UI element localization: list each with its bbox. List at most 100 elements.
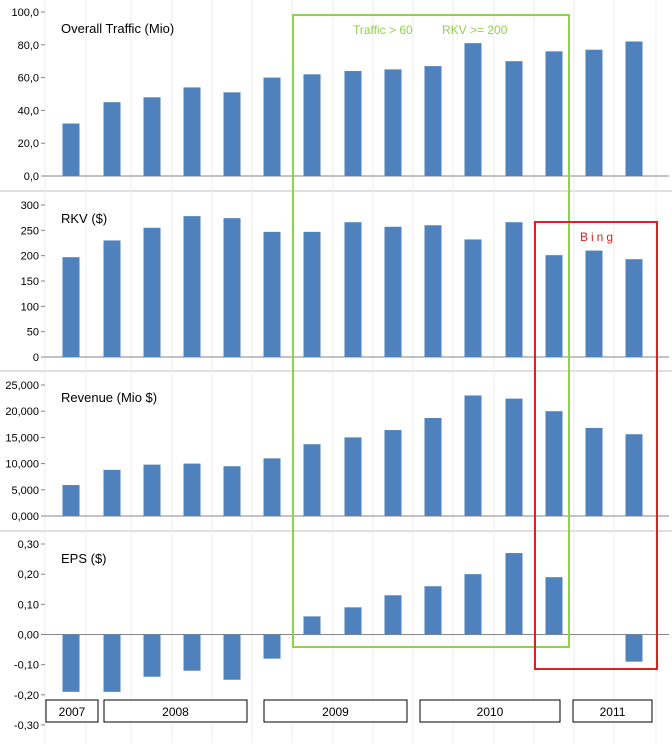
bar (303, 74, 321, 176)
bar (344, 222, 362, 357)
panel-title: Revenue (Mio $) (61, 390, 157, 405)
bar (505, 398, 523, 516)
bar (143, 634, 161, 677)
y-tick-label: 100 (21, 301, 39, 313)
bar (143, 227, 161, 357)
bar (303, 231, 321, 357)
bar (143, 464, 161, 516)
bar (384, 430, 402, 516)
bar (223, 92, 241, 176)
bar (545, 51, 563, 176)
traffic-rule-label: Traffic > 60 (353, 23, 413, 37)
y-tick-label: 0,20 (18, 569, 39, 581)
year-box (419, 699, 561, 723)
bar (62, 257, 80, 357)
bar (384, 595, 402, 635)
bar (183, 634, 201, 671)
y-tick-label: 40,0 (18, 105, 39, 117)
bar (183, 216, 201, 357)
bar (625, 41, 643, 176)
y-tick-label: 0,10 (18, 599, 39, 611)
y-tick-label: 0,000 (11, 511, 39, 523)
year-box (103, 699, 248, 723)
chart-panel-3: -0,30 -0,20 -0,10 0,00 0,10 0,20 0,30 EPS ($) (14, 539, 669, 732)
year-label: 2009 (322, 705, 349, 719)
bar (464, 43, 482, 176)
bar (585, 427, 603, 516)
year-label: 2007 (59, 705, 86, 719)
chart-panel-2: 0,000 5,000 10,000 15,000 20,000 25,000 Revenu… (5, 380, 669, 523)
bar (344, 607, 362, 635)
bar (183, 463, 201, 516)
bar (464, 239, 482, 357)
bar (303, 616, 321, 635)
bar (103, 469, 121, 516)
y-tick-label: -0,30 (14, 720, 39, 732)
y-tick-label: 300 (21, 200, 39, 212)
year-label: 2008 (162, 705, 189, 719)
y-tick-label: 5,000 (11, 485, 39, 497)
bar (585, 250, 603, 357)
year-box (45, 699, 99, 723)
chart-panel-1: 0 50 100 150 200 250 300 RKV ($) (21, 200, 669, 364)
chart-panel-0: 0,0 20,0 40,0 60,0 80,0 100,0 Overall Traffic … (11, 7, 669, 183)
panel-title: RKV ($) (61, 211, 107, 226)
panel-title: Overall Traffic (Mio) (61, 21, 174, 36)
traffic-rkv-highlight-box (292, 14, 570, 648)
bar (505, 222, 523, 357)
bar (505, 61, 523, 177)
bing-label: Bing (580, 230, 616, 244)
bar (625, 434, 643, 516)
bar (263, 77, 281, 176)
bar (103, 634, 121, 692)
panel-title: EPS ($) (61, 551, 107, 566)
bar (103, 240, 121, 357)
y-tick-label: 200 (21, 251, 39, 263)
chart-panels: 0,0 20,0 40,0 60,0 80,0 100,0 Overall Traffic … (5, 7, 669, 732)
bing-highlight-box (534, 221, 658, 670)
bar (344, 71, 362, 176)
y-tick-label: 25,000 (5, 380, 39, 392)
y-tick-label: 15,000 (5, 432, 39, 444)
year-box (572, 699, 653, 723)
year-box (263, 699, 408, 723)
y-tick-label: 20,0 (18, 138, 39, 150)
bar (143, 97, 161, 176)
bar (263, 231, 281, 357)
bar (103, 102, 121, 176)
bar (223, 466, 241, 516)
y-tick-label: 100,0 (11, 7, 39, 19)
year-axis: 2007 2008 2009 2010 2011 (45, 699, 653, 723)
bar (263, 458, 281, 516)
y-tick-label: 0,30 (18, 539, 39, 551)
y-tick-label: 0,0 (24, 171, 39, 183)
rkv-rule-label: RKV >= 200 (442, 23, 508, 37)
y-tick-label: 10,000 (5, 459, 39, 471)
bar (223, 634, 241, 680)
bar (62, 485, 80, 516)
bar (424, 586, 442, 635)
y-tick-label: 80,0 (18, 40, 39, 52)
bar (464, 395, 482, 516)
bar (464, 574, 482, 635)
bar (384, 69, 402, 176)
bar (62, 634, 80, 692)
bar (424, 66, 442, 176)
y-tick-label: 20,000 (5, 406, 39, 418)
y-tick-label: -0,20 (14, 690, 39, 702)
y-tick-label: 250 (21, 225, 39, 237)
bar (263, 634, 281, 659)
bar (424, 418, 442, 516)
y-tick-label: 0 (33, 352, 39, 364)
bar (223, 218, 241, 357)
bar (625, 259, 643, 357)
y-tick-label: 150 (21, 276, 39, 288)
bar (384, 226, 402, 357)
bar (424, 225, 442, 357)
bar (545, 411, 563, 516)
year-label: 2011 (600, 705, 626, 719)
y-tick-label: -0,10 (14, 660, 39, 672)
year-label: 2010 (477, 705, 504, 719)
bar (62, 123, 80, 176)
